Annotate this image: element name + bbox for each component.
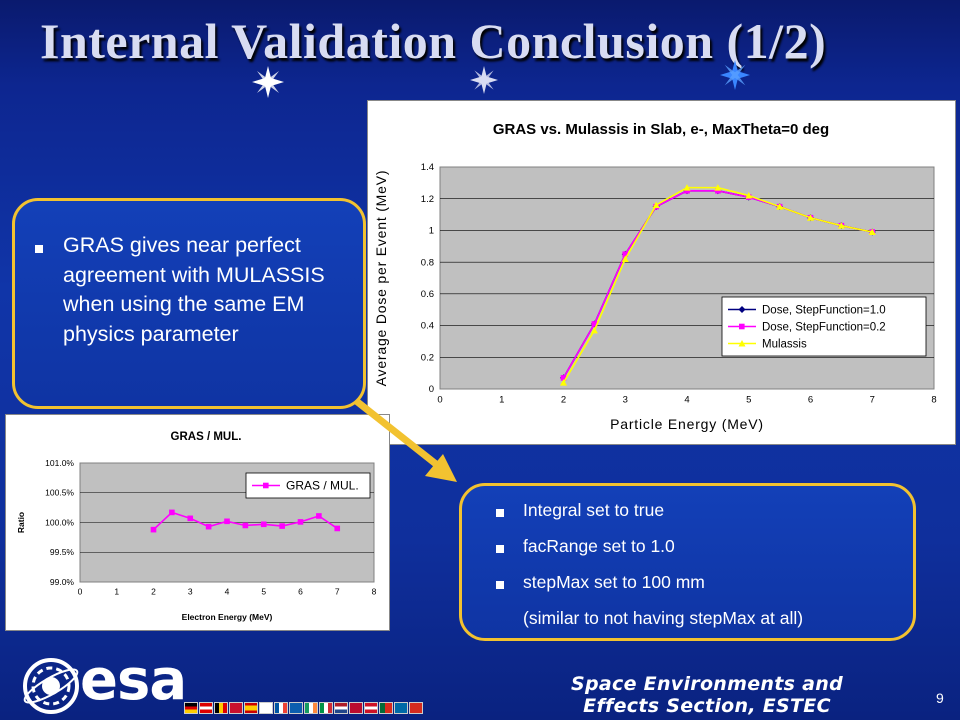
slide-title: Internal Validation Conclusion (1/2) — [40, 13, 827, 69]
data-point — [715, 187, 721, 194]
parameters-callout: Integral set to true facRange set to 1.0… — [459, 483, 916, 641]
x-tick-label: 6 — [298, 587, 303, 597]
ratio-chart-panel: GRAS / MUL. 99.0% 99.5% 100.0% 100.5% 101.0% 0… — [5, 414, 390, 631]
data-point — [150, 526, 157, 533]
x-tick-label: 0 — [437, 395, 442, 406]
sparkle-icon — [252, 66, 284, 98]
data-point — [622, 251, 629, 258]
x-tick-label: 3 — [623, 395, 628, 406]
x-tick-label: 7 — [870, 395, 875, 406]
y-tick-label: 100.0% — [45, 517, 74, 527]
data-point — [242, 522, 249, 529]
x-axis-label: Electron Energy (MeV) — [182, 612, 273, 622]
conclusion-callout: GRAS gives near perfect agreement with M… — [12, 198, 366, 409]
y-tick-label: 99.5% — [50, 547, 75, 557]
page-number: 9 — [936, 690, 944, 706]
data-point — [169, 509, 175, 516]
data-point — [683, 184, 691, 191]
data-point — [591, 321, 598, 327]
data-point — [776, 203, 784, 210]
x-tick-label: 7 — [335, 587, 340, 597]
legend-label: Mulassis — [762, 338, 807, 350]
data-point — [279, 523, 285, 529]
legend-label: GRAS / MUL. — [286, 479, 359, 493]
x-tick-label: 4 — [684, 395, 689, 406]
chart-title: GRAS vs. Mulassis in Slab, e-, MaxTheta=… — [493, 121, 829, 138]
bullet-icon — [35, 245, 43, 253]
x-tick-label: 8 — [931, 395, 936, 406]
chart-title: GRAS / MUL. — [171, 431, 242, 443]
legend-label: Dose, StepFunction=0.2 — [762, 321, 886, 333]
data-point — [837, 222, 845, 229]
y-tick-label: 0.4 — [421, 321, 434, 332]
y-tick-label: 1.4 — [421, 162, 434, 173]
legend-marker — [738, 340, 746, 347]
footer-line-2: Effects Section, ESTEC — [583, 695, 831, 717]
y-axis-label: Average Dose per Event (MeV) — [373, 170, 389, 387]
x-tick-label: 8 — [372, 587, 377, 597]
arrow-icon — [352, 397, 457, 482]
parameter-note: (similar to not having stepMax at all) — [523, 608, 804, 628]
parameter-item: stepMax set to 100 mm — [523, 572, 705, 592]
y-tick-label: 1.2 — [421, 194, 434, 205]
y-axis-label: Ratio — [16, 512, 26, 533]
bullet-icon — [496, 545, 504, 553]
data-point — [621, 255, 629, 262]
x-tick-label: 6 — [808, 395, 813, 406]
bullet-icon — [496, 509, 504, 517]
data-point — [316, 513, 322, 519]
data-point — [590, 326, 598, 334]
legend-marker — [739, 323, 745, 330]
data-point — [297, 519, 304, 525]
esa-logo-text: esa — [80, 648, 187, 713]
parameter-item: facRange set to 1.0 — [523, 536, 675, 556]
ratio-chart: GRAS / MUL. 99.0% 99.5% 100.0% 100.5% 101.0% 0… — [16, 431, 377, 622]
legend-label: Dose, StepFunction=1.0 — [762, 304, 886, 316]
x-axis-label: Particle Energy (MeV) — [610, 416, 764, 432]
legend-marker — [738, 306, 746, 313]
data-point — [714, 184, 722, 191]
y-tick-label: 100.5% — [45, 488, 74, 498]
data-point — [868, 228, 876, 236]
dose-chart: GRAS vs. Mulassis in Slab, e-, MaxTheta=… — [373, 121, 937, 432]
y-tick-label: 101.0% — [45, 458, 74, 468]
dose-chart-panel: GRAS vs. Mulassis in Slab, e-, MaxTheta=… — [367, 100, 956, 445]
sparkle-icon — [470, 66, 498, 94]
data-point — [260, 521, 267, 528]
data-point — [334, 525, 341, 532]
legend-marker — [263, 482, 269, 489]
parameter-item: Integral set to true — [523, 500, 665, 520]
bullet-icon — [496, 581, 504, 589]
esa-logo — [23, 658, 79, 714]
y-tick-label: 0.8 — [421, 257, 434, 268]
y-tick-label: 0 — [429, 384, 434, 395]
data-point — [745, 192, 753, 199]
x-tick-label: 0 — [78, 587, 83, 597]
data-point — [560, 379, 567, 386]
x-tick-label: 4 — [225, 587, 230, 597]
data-point — [224, 518, 230, 525]
data-point — [807, 214, 814, 221]
data-point — [187, 515, 194, 522]
x-tick-label: 3 — [188, 587, 193, 597]
conclusion-text: GRAS gives near perfect agreement with M… — [63, 233, 325, 346]
sparkle-icon — [720, 60, 750, 90]
data-point — [684, 187, 690, 194]
y-tick-label: 0.2 — [421, 352, 434, 363]
data-point — [652, 201, 660, 209]
x-tick-label: 1 — [114, 587, 119, 597]
x-tick-label: 2 — [151, 587, 156, 597]
data-point — [560, 375, 567, 381]
footer-line-1: Space Environments and — [571, 673, 843, 695]
x-tick-label: 1 — [499, 395, 504, 406]
x-tick-label: 2 — [561, 395, 566, 406]
y-tick-label: 1 — [429, 226, 434, 237]
x-tick-label: 5 — [261, 587, 266, 597]
x-tick-label: 5 — [746, 395, 751, 406]
data-point — [205, 523, 212, 530]
y-tick-label: 99.0% — [50, 577, 75, 587]
y-tick-label: 0.6 — [421, 289, 434, 300]
